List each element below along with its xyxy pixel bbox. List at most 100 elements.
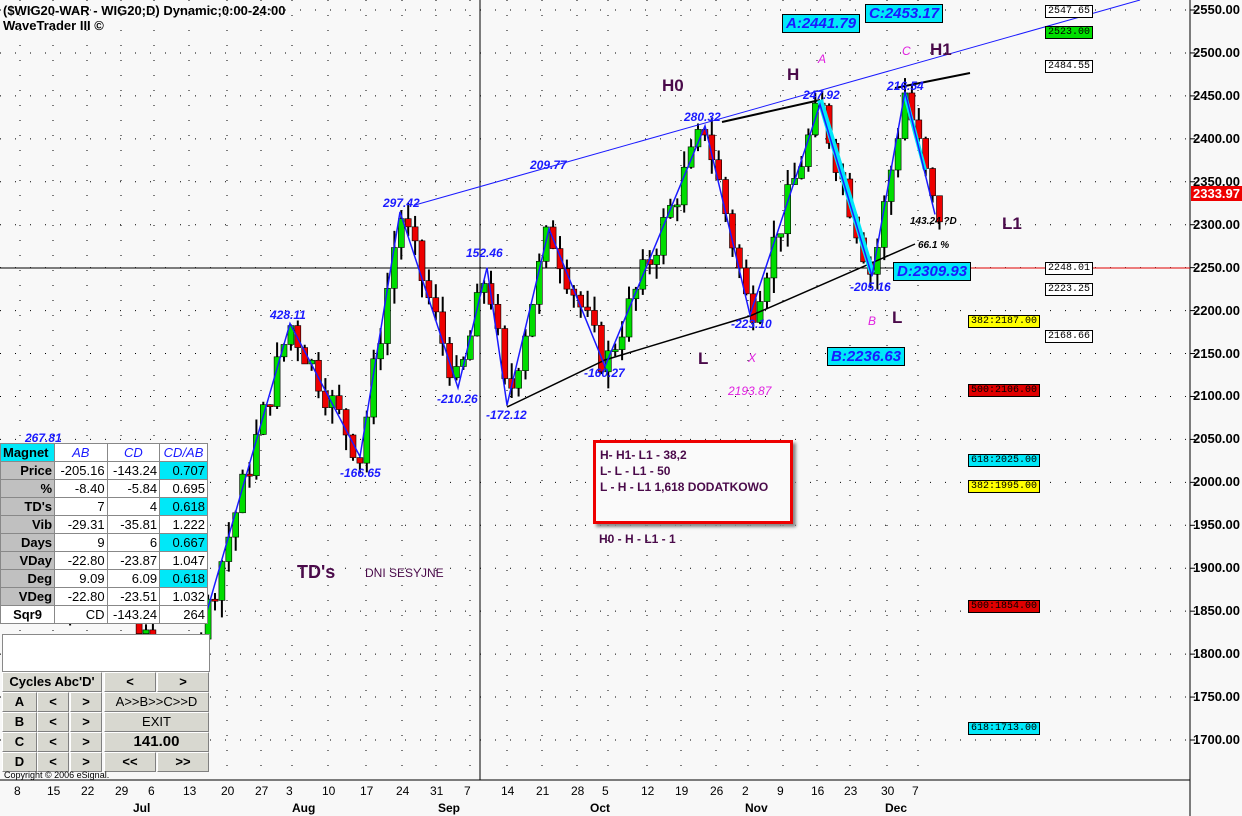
note-line: H- H1- L1 - 38,2 — [600, 448, 687, 462]
pivot-label: 297.42 — [383, 196, 420, 210]
h0-h-l1-note: H0 - H - L1 - 1 — [599, 532, 676, 546]
y-tick-label: 2400.00 — [1193, 130, 1240, 146]
point-c-next-button[interactable]: > — [70, 732, 102, 752]
table-cell: Days — [0, 533, 56, 552]
point-a-next-button[interactable]: > — [70, 692, 102, 712]
lower-trendline — [506, 243, 916, 408]
pattern-bc-leg — [817, 99, 875, 274]
candle-body — [266, 404, 274, 407]
candle-body — [894, 138, 902, 171]
wave-label-h0: H0 — [662, 76, 684, 95]
table-row: Vib -29.31 -35.81 1.222 — [0, 515, 208, 534]
x-tick-label: 6 — [148, 784, 155, 798]
pivot-label: -223.10 — [731, 317, 772, 331]
level-box: 2248.01 — [1045, 262, 1094, 275]
level-box: 2223.25 — [1045, 283, 1094, 296]
candle-body — [522, 335, 529, 371]
point-a-box: A:2441.79 — [782, 14, 861, 33]
cycle-prev-button[interactable]: < — [104, 672, 156, 692]
candle-body — [294, 325, 302, 348]
x-tick-label: 20 — [221, 784, 235, 798]
x-tick-label: 2 — [742, 784, 749, 798]
point-c-button[interactable]: C — [2, 732, 37, 752]
cycle-next-button[interactable]: > — [157, 672, 209, 692]
table-cell: -22.80 — [54, 587, 108, 606]
candle-body — [391, 247, 398, 289]
pattern-letter-x: X — [748, 351, 757, 365]
x-tick-label: 16 — [811, 784, 825, 798]
table-cell: 6 — [106, 533, 161, 552]
point-a-prev-button[interactable]: < — [37, 692, 69, 712]
table-cell: -205.16 — [54, 461, 108, 480]
pivot-label: -166.65 — [340, 466, 381, 480]
candle-body — [356, 457, 364, 464]
table-header: Magnet — [0, 443, 56, 462]
point-b-prev-button[interactable]: < — [37, 712, 69, 732]
table-cell: -143.24 — [106, 605, 161, 624]
tds-label: TD's — [297, 562, 336, 582]
point-d-button[interactable]: D — [2, 752, 37, 772]
pivot-label: 280.32 — [684, 110, 721, 124]
pattern-letter-b: B — [868, 314, 877, 328]
table-cell: 0.618 — [159, 569, 208, 588]
candle-body — [749, 293, 757, 323]
table-cell: -23.87 — [106, 551, 161, 570]
x-tick-label: 12 — [641, 784, 655, 798]
table-cell: Sqr9 — [0, 605, 56, 624]
cycle-value-field[interactable]: 141.00 — [104, 732, 209, 752]
point-d-box: D:2309.93 — [893, 262, 972, 281]
y-tick-label: 1700.00 — [1193, 732, 1240, 747]
candle-body — [142, 629, 150, 635]
cycles-abcd-button[interactable]: Cycles Abc'D' — [2, 672, 102, 692]
candle-body — [618, 336, 626, 350]
point-b-next-button[interactable]: > — [70, 712, 102, 732]
abcd-sequence-button[interactable]: A>>B>>C>>D — [104, 692, 209, 712]
level-box: 2523.00 — [1045, 26, 1094, 39]
table-cell: -5.84 — [106, 479, 161, 498]
pivot-label: 247.92 — [803, 88, 840, 102]
x-tick-label: 30 — [881, 784, 895, 798]
exit-button[interactable]: EXIT — [104, 712, 209, 732]
candle-body — [273, 356, 281, 407]
point-c-prev-button[interactable]: < — [37, 732, 69, 752]
pattern-letter-a: A — [818, 52, 827, 66]
point-a-button[interactable]: A — [2, 692, 37, 712]
wave-label-l: L — [892, 308, 903, 327]
table-cell: 4 — [106, 497, 161, 516]
note-box: H- H1- L1 - 38,2 L- L - L1 - 50 L - H - … — [593, 440, 793, 524]
candle-body — [432, 297, 440, 313]
y-tick-label: 2150.00 — [1193, 345, 1240, 361]
point-d-next-button[interactable]: > — [70, 752, 102, 772]
point-c-box: C:2453.17 — [865, 4, 944, 23]
y-tick-label: 2000.00 — [1193, 474, 1240, 490]
table-cell: % — [0, 479, 56, 498]
wave-label-h1: H1 — [930, 40, 952, 59]
point-x-price: 2193.87 — [728, 384, 772, 398]
candle-body — [722, 179, 729, 215]
candle-body — [211, 598, 219, 602]
candle-body — [591, 310, 598, 326]
table-cell: 9.09 — [54, 569, 108, 588]
table-cell: CD — [54, 605, 108, 624]
wave-label-l1: L1 — [1002, 214, 1022, 233]
wave-label-h: H — [787, 65, 800, 84]
y-tick-label: 2350.00 — [1193, 173, 1240, 189]
table-cell: -35.81 — [106, 515, 161, 534]
candle-body — [349, 434, 357, 458]
pivot-label: 216.54 — [887, 79, 924, 93]
table-cell: 1.222 — [159, 515, 208, 534]
table-header: CD/AB — [159, 443, 208, 462]
candle-body — [887, 169, 895, 202]
candle-body — [584, 306, 591, 311]
pivot-label: 143.24 ?D — [910, 216, 957, 227]
last-price-badge: 2333.97 — [1191, 186, 1242, 201]
candle-body — [936, 195, 943, 223]
point-b-button[interactable]: B — [2, 712, 37, 732]
candle-body — [542, 226, 550, 262]
table-row: Days 9 6 0.667 — [0, 533, 208, 552]
fast-forward-button[interactable]: >> — [157, 752, 209, 772]
fast-back-button[interactable]: << — [104, 752, 156, 772]
candle-body — [494, 304, 502, 329]
point-d-prev-button[interactable]: < — [37, 752, 69, 772]
candle-body — [598, 325, 605, 373]
